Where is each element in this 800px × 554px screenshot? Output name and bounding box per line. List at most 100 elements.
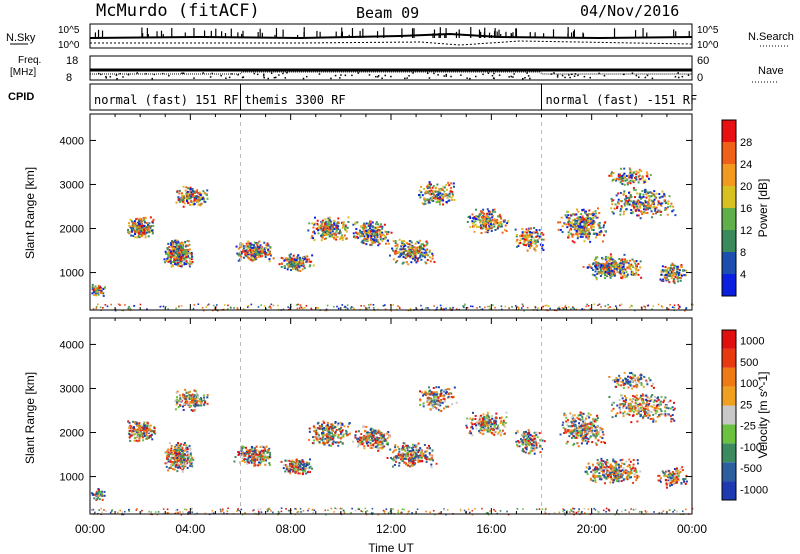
scatter-cell	[185, 255, 188, 258]
scatter-cell	[133, 222, 136, 225]
scatter-cell	[189, 448, 192, 451]
scatter-cell	[333, 227, 336, 230]
scatter-cell	[189, 193, 192, 196]
scatter-cell	[618, 174, 621, 177]
scatter-cell	[166, 257, 169, 260]
scatter-cell	[408, 243, 411, 246]
scatter-cell	[190, 195, 193, 198]
scatter-cell	[377, 241, 380, 244]
scatter-cell	[488, 213, 491, 216]
scatter-cell	[252, 244, 255, 247]
scatter-cell	[658, 210, 661, 213]
scatter-cell	[128, 436, 131, 439]
scatter-cell	[437, 190, 440, 193]
scatter-cell	[578, 232, 581, 235]
scatter-cell	[434, 187, 437, 190]
scatter-cell	[564, 214, 567, 217]
scatter-cell	[260, 252, 263, 255]
scatter-cell	[607, 268, 610, 271]
scatter-cell	[340, 426, 343, 429]
scatter-cell	[399, 255, 402, 258]
scatter-cell	[648, 198, 651, 201]
scatter-cell	[175, 242, 178, 245]
scatter-cell	[570, 221, 573, 224]
scatter-cell	[317, 227, 320, 230]
scatter-cell	[319, 224, 322, 227]
scatter-cell	[135, 439, 138, 442]
scatter-cell	[311, 467, 314, 470]
scatter-cell	[437, 194, 440, 197]
scatter-cell	[181, 462, 184, 465]
scatter-cell	[530, 238, 533, 241]
scatter-cell	[165, 465, 168, 468]
scatter-cell	[184, 399, 187, 402]
scatter-cell	[662, 270, 665, 273]
scatter-cell	[567, 214, 570, 217]
scatter-cell	[530, 235, 533, 238]
scatter-cell	[189, 186, 192, 189]
scatter-cell	[536, 240, 539, 243]
scatter-cell	[521, 233, 524, 236]
scatter-cell	[296, 265, 299, 268]
scatter-cell	[624, 275, 627, 278]
scatter-cell	[524, 244, 527, 247]
scatter-cell	[527, 229, 530, 232]
scatter-cell	[325, 426, 328, 429]
scatter-cell	[577, 216, 580, 219]
scatter-cell	[666, 278, 669, 281]
scatter-cell	[243, 251, 246, 254]
scatter-cell	[488, 221, 491, 224]
scatter-cell	[253, 462, 256, 465]
scatter-cell	[173, 239, 176, 242]
scatter-cell	[582, 218, 585, 221]
scatter-cell	[638, 174, 641, 177]
scatter-cell	[498, 213, 501, 216]
scatter-cell	[592, 262, 595, 265]
scatter-cell	[489, 227, 492, 230]
scatter-cell	[178, 451, 181, 454]
scatter-cell	[635, 264, 638, 267]
scatter-cell	[295, 261, 298, 264]
scatter-cell	[298, 462, 301, 465]
scatter-cell	[613, 263, 616, 266]
scatter-cell	[182, 249, 185, 252]
scatter-cell	[403, 250, 406, 253]
scatter-cell	[662, 278, 665, 281]
scatter-cell	[178, 189, 181, 192]
scatter-cell	[365, 235, 368, 238]
scatter-cell	[185, 198, 188, 201]
scatter-cell	[117, 303, 120, 305]
scatter-cell	[153, 429, 156, 432]
scatter-cell	[629, 306, 631, 309]
scatter-cell	[298, 459, 301, 462]
scatter-cell	[249, 242, 252, 245]
scatter-cell	[631, 203, 634, 206]
scatter-cell	[145, 222, 148, 225]
scatter-cell	[434, 190, 437, 193]
scatter-cell	[583, 226, 586, 229]
scatter-cell	[558, 307, 560, 309]
scatter-cell	[587, 229, 590, 232]
scatter-cell	[124, 304, 126, 306]
scatter-cell	[249, 249, 252, 252]
scatter-cell	[623, 167, 626, 170]
scatter-cell	[625, 178, 628, 181]
scatter-cell	[248, 242, 251, 245]
scatter-cell	[671, 306, 674, 309]
scatter-cell	[637, 214, 640, 217]
scatter-cell	[315, 436, 318, 439]
scatter-cell	[679, 276, 682, 279]
scatter-cell	[263, 446, 266, 449]
scatter-cell	[182, 256, 185, 259]
scatter-cell	[193, 401, 196, 404]
scatter-cell	[399, 248, 402, 251]
scatter-cell	[624, 260, 627, 263]
scatter-cell	[99, 291, 102, 294]
scatter-cell	[177, 458, 180, 461]
scatter-cell	[601, 257, 604, 260]
scatter-cell	[666, 213, 669, 216]
scatter-cell	[667, 275, 670, 278]
scatter-cell	[203, 309, 205, 312]
scatter-cell	[594, 232, 597, 235]
scatter-cell	[485, 214, 488, 217]
